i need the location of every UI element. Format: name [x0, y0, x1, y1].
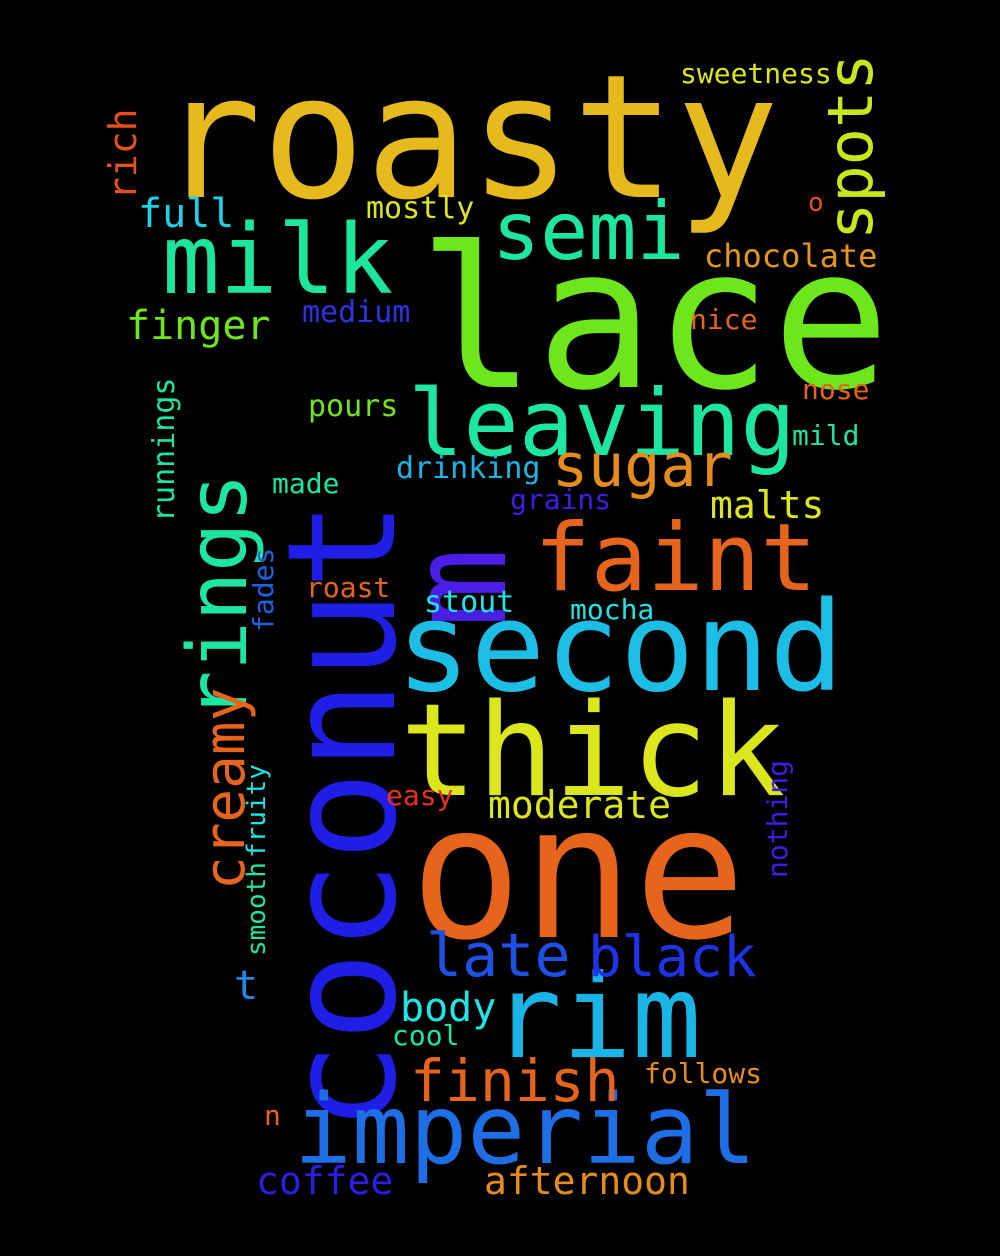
word-sweetness: sweetness [680, 57, 832, 90]
word-mostly: mostly [366, 191, 475, 226]
word-thick: thick [400, 677, 786, 826]
word-nose: nose [802, 373, 870, 406]
word-roast: roast [306, 571, 391, 604]
word-fruity: fruity [242, 764, 272, 858]
word-stout: stout [424, 585, 515, 620]
word-one: one [410, 764, 746, 981]
word-milk: milk [162, 204, 394, 316]
word-rich: rich [101, 108, 145, 200]
word-faint: faint [534, 504, 817, 613]
word-malts: malts [710, 483, 825, 527]
word-full: full [138, 191, 235, 237]
word-roasty: roasty [158, 37, 780, 238]
word-medium: medium [302, 295, 411, 330]
word-nice: nice [690, 303, 758, 336]
word-smooth: smooth [242, 862, 272, 956]
word-nothing: nothing [761, 759, 794, 878]
word-afternoon: afternoon [484, 1159, 690, 1203]
word-body: body [400, 985, 497, 1031]
word-mocha: mocha [570, 593, 655, 626]
word-grains: grains [510, 483, 612, 516]
word-moderate: moderate [488, 783, 672, 827]
word-semi: semi [492, 185, 685, 278]
word-n: n [264, 1099, 281, 1132]
word-coffee: coffee [256, 1159, 394, 1203]
word-finish: finish [410, 1047, 620, 1115]
word-follows: follows [644, 1057, 763, 1090]
word-finger: finger [126, 303, 271, 349]
word-made: made [272, 467, 340, 500]
word-chocolate: chocolate [704, 237, 878, 275]
word-mild: mild [792, 419, 860, 452]
word-drinking: drinking [396, 451, 541, 486]
word-late: late [426, 921, 571, 991]
word-rim: rim [492, 950, 702, 1085]
word-pours: pours [308, 389, 399, 424]
word-runnings: runnings [147, 377, 182, 523]
word-fades: fades [247, 547, 280, 632]
word-o: o [808, 188, 824, 218]
word-second: second [396, 576, 844, 720]
word-cool: cool [392, 1019, 460, 1052]
word-imperial: imperial [294, 1074, 757, 1186]
word-leaving: leaving [408, 370, 796, 477]
word-sugar: sugar [552, 431, 733, 501]
word-t: t [234, 963, 259, 1009]
word-black: black [588, 925, 757, 990]
word-lace: lace [418, 206, 891, 434]
word-easy: easy [386, 779, 454, 812]
